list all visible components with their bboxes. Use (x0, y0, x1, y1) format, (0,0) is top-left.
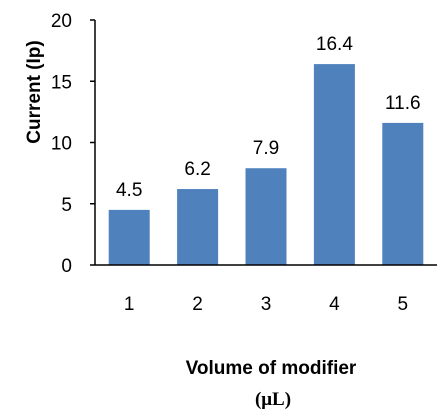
x-axis-ticks: 1 2 3 4 5 (124, 294, 408, 315)
data-label-4: 16.4 (316, 34, 353, 55)
y-axis-ticks: 0 5 10 15 20 (51, 11, 95, 277)
x-axis-label-line2: (μL) (255, 389, 291, 410)
bar-2 (177, 189, 219, 265)
x-tick-label: 1 (124, 294, 135, 315)
y-tick-label: 5 (61, 195, 72, 216)
data-labels-group: 4.5 6.2 7.9 16.4 11.6 (116, 34, 421, 201)
y-tick-label: 10 (51, 134, 72, 155)
y-tick-label: 20 (51, 11, 72, 32)
x-axis-label-line1: Volume of modifier (186, 358, 357, 379)
data-label-1: 4.5 (116, 180, 142, 201)
bar-4 (313, 64, 355, 265)
data-label-2: 6.2 (184, 159, 210, 180)
x-tick-label: 5 (398, 294, 409, 315)
x-tick-label: 4 (329, 294, 340, 315)
data-label-5: 11.6 (385, 93, 421, 114)
y-axis-label: Current (Ip) (24, 40, 45, 143)
y-tick-label: 0 (61, 256, 72, 277)
bar-1 (108, 209, 150, 265)
data-label-3: 7.9 (253, 138, 279, 159)
bar-3 (245, 168, 287, 265)
bar-5 (382, 122, 424, 266)
x-tick-label: 2 (192, 294, 203, 315)
y-tick-label: 15 (51, 72, 72, 93)
bars-group (108, 64, 424, 266)
x-tick-label: 3 (261, 294, 272, 315)
